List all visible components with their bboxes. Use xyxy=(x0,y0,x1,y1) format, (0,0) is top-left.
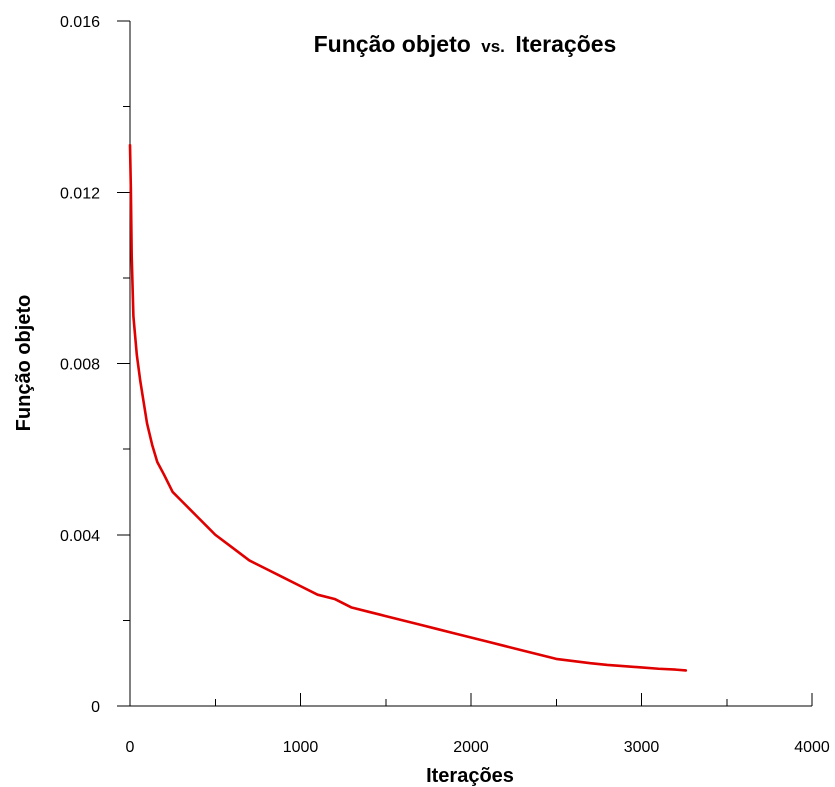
x-tick-label: 2000 xyxy=(453,739,489,756)
y-tick-label: 0.008 xyxy=(60,357,100,374)
series xyxy=(128,143,688,672)
ticks xyxy=(117,20,813,707)
chart-title: Função objeto vs. Iterações xyxy=(314,31,617,57)
y-axis-title: Função objeto xyxy=(13,295,35,432)
y-tick-label: 0 xyxy=(91,699,100,716)
chart-title-part2: vs. xyxy=(481,37,505,56)
y-tick-label: 0.012 xyxy=(60,185,100,202)
x-tick-label: 4000 xyxy=(794,739,830,756)
axes xyxy=(129,21,812,707)
x-axis-title: Iterações xyxy=(426,765,514,787)
x-tick-label: 0 xyxy=(126,739,135,756)
x-tick-label: 3000 xyxy=(624,739,660,756)
y-tick-label: 0.004 xyxy=(60,528,100,545)
tick-labels: 0 1000 2000 3000 4000 0 0.004 0.008 0.012 0.016 xyxy=(60,14,830,756)
chart-title-part1: Função objeto xyxy=(314,31,471,57)
series-line xyxy=(128,143,688,672)
chart-title-part3: Iterações xyxy=(515,31,616,57)
y-tick-label: 0.016 xyxy=(60,14,100,31)
x-tick-label: 1000 xyxy=(283,739,319,756)
